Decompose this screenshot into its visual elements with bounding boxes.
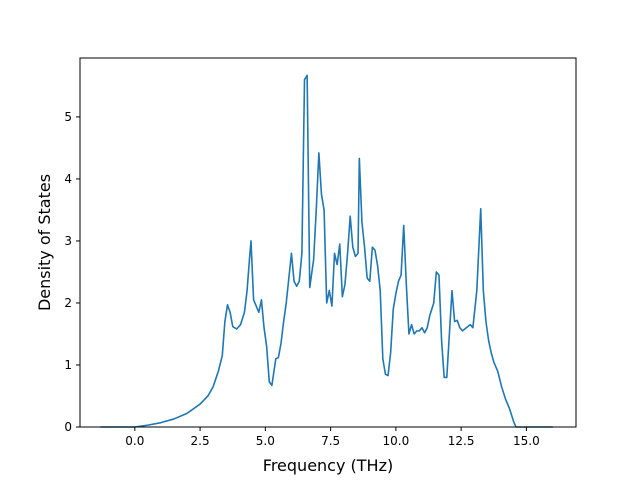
plot-lines [100,74,554,428]
x-tick-label: 2.5 [191,434,210,448]
x-tick-label: 7.5 [321,434,340,448]
y-tick-label: 0 [64,420,72,434]
y-axis-label: Density of States [35,174,54,311]
plot-frame [79,57,577,428]
x-tick-label: 5.0 [256,434,275,448]
x-axis-label: Frequency (THz) [263,456,393,475]
x-tick-label: 0.0 [125,434,144,448]
y-tick-label: 5 [64,110,72,124]
y-tick-label: 3 [64,234,72,248]
x-tick-label: 15.0 [513,434,540,448]
x-tick-label: 10.0 [383,434,410,448]
y-tick-label: 1 [64,358,72,372]
axis-ticks: 0.0 2.5 5.0 7.5 10.0 12.5 15.0 0 1 2 3 4 5 [64,110,539,448]
y-tick-label: 2 [64,296,72,310]
series-line-0 [100,74,554,428]
y-tick-label: 4 [64,172,72,186]
x-tick-label: 12.5 [448,434,475,448]
